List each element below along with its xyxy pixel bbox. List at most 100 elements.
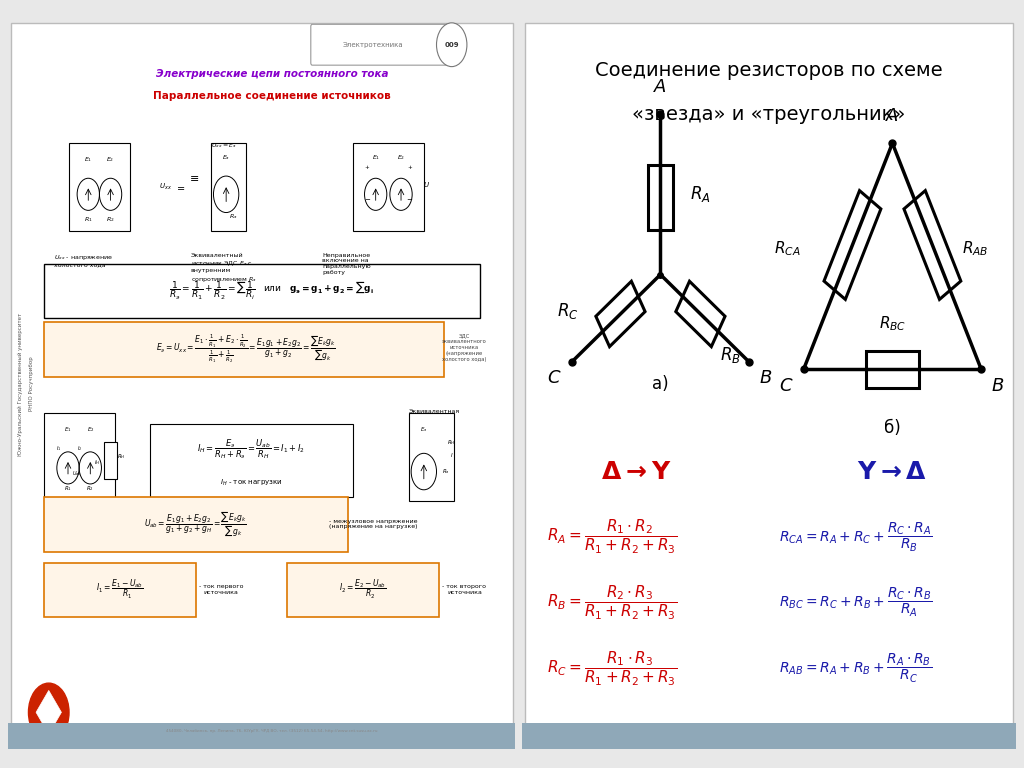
- Text: $B$: $B$: [991, 377, 1005, 395]
- Text: «звезда» и «треугольник»: «звезда» и «треугольник»: [633, 104, 905, 124]
- FancyBboxPatch shape: [524, 23, 1014, 745]
- Text: Южно-Уральский Государственный университет: Южно-Уральский Государственный университ…: [18, 313, 24, 455]
- Text: РНПО Росучприбор: РНПО Росучприбор: [29, 356, 34, 412]
- Text: $E_1$: $E_1$: [65, 425, 72, 435]
- Text: $E_э$: $E_э$: [222, 154, 230, 162]
- Polygon shape: [648, 165, 673, 230]
- Text: $R_A$: $R_A$: [690, 184, 711, 204]
- Text: $R_B = \dfrac{R_2 \cdot R_3}{R_1 + R_2 + R_3}$: $R_B = \dfrac{R_2 \cdot R_3}{R_1 + R_2 +…: [547, 584, 677, 622]
- Text: 454080, Челябинск, пр. Ленина, 76, ЮУрГУ, ЧРД ВО, тел. (3512) 65-54-54, http://w: 454080, Челябинск, пр. Ленина, 76, ЮУрГУ…: [166, 729, 378, 733]
- Polygon shape: [36, 690, 61, 734]
- Text: $R_э$: $R_э$: [229, 212, 238, 220]
- Text: Неправильное
включение на
параллельную
работу: Неправильное включение на параллельную р…: [323, 253, 371, 275]
- Text: $A$: $A$: [653, 78, 668, 96]
- FancyBboxPatch shape: [10, 23, 513, 745]
- Text: б): б): [884, 419, 901, 437]
- Text: $\dfrac{1}{R_э}=\dfrac{1}{R_1}+\dfrac{1}{R_2}=\sum\dfrac{1}{R_i}$   или   $\math: $\dfrac{1}{R_э}=\dfrac{1}{R_1}+\dfrac{1}…: [169, 280, 374, 302]
- Text: $R_2$: $R_2$: [106, 215, 115, 224]
- Bar: [522, 723, 1016, 749]
- Text: $R_A = \dfrac{R_1 \cdot R_2}{R_1 + R_2 + R_3}$: $R_A = \dfrac{R_1 \cdot R_2}{R_1 + R_2 +…: [547, 518, 677, 556]
- Text: 009: 009: [444, 41, 459, 48]
- Bar: [8, 723, 515, 749]
- Text: $E_1$: $E_1$: [372, 154, 380, 162]
- Text: $R_C = \dfrac{R_1 \cdot R_3}{R_1 + R_2 + R_3}$: $R_C = \dfrac{R_1 \cdot R_3}{R_1 + R_2 +…: [547, 650, 677, 687]
- Text: - межузловое напряжение
(напряжение на нагрузке): - межузловое напряжение (напряжение на н…: [329, 518, 418, 529]
- Text: $R_H$: $R_H$: [117, 452, 126, 462]
- Polygon shape: [596, 281, 645, 346]
- Text: $R_э$: $R_э$: [441, 467, 450, 476]
- Text: $E_1$: $E_1$: [84, 155, 92, 164]
- Text: +: +: [408, 165, 412, 170]
- Text: $I_H$: $I_H$: [93, 458, 100, 467]
- Text: $I_1 = \dfrac{E_1-U_{ab}}{R_1}$: $I_1 = \dfrac{E_1-U_{ab}}{R_1}$: [96, 578, 143, 601]
- Text: $A$: $A$: [886, 107, 899, 125]
- Text: $U_{ab} = \dfrac{E_1g_1+E_2g_2}{g_1+g_2+g_H} = \dfrac{\sum E_kg_k}{\sum g_k}$: $U_{ab} = \dfrac{E_1g_1+E_2g_2}{g_1+g_2+…: [144, 510, 247, 538]
- Text: $\mathbf{\Delta \rightarrow Y}$: $\mathbf{\Delta \rightarrow Y}$: [600, 459, 671, 484]
- Text: −: −: [365, 197, 370, 203]
- Polygon shape: [676, 281, 725, 346]
- Bar: [409, 413, 455, 501]
- Text: $R_C$: $R_C$: [557, 301, 579, 321]
- Bar: [69, 143, 130, 230]
- Bar: [44, 563, 196, 617]
- Text: $U_{xx}{=}E_э$: $U_{xx}{=}E_э$: [211, 141, 237, 150]
- Text: $R_{AB}$: $R_{AB}$: [962, 240, 988, 258]
- Circle shape: [436, 23, 467, 67]
- Polygon shape: [865, 351, 920, 388]
- Text: $R_2$: $R_2$: [86, 484, 94, 493]
- Bar: [44, 413, 115, 501]
- Text: Эквивалентный
источник ЭДС $E_э$ с
внутренним
сопротивлением $R_э$: Эквивалентный источник ЭДС $E_э$ с внутр…: [190, 253, 256, 283]
- Polygon shape: [824, 190, 881, 300]
- Text: $I_H = \dfrac{E_э}{R_H+R_э} = \dfrac{U_{ab}}{R_H} = I_1+I_2$: $I_H = \dfrac{E_э}{R_H+R_э} = \dfrac{U_{…: [198, 438, 305, 462]
- Text: $\equiv$: $\equiv$: [187, 174, 200, 184]
- Polygon shape: [904, 190, 961, 300]
- Text: ЭДС
эквивалентного
источника
(напряжение
холостого хода): ЭДС эквивалентного источника (напряжение…: [442, 333, 486, 362]
- Text: $R_{AB} = R_A + R_B + \dfrac{R_A \cdot R_B}{R_C}$: $R_{AB} = R_A + R_B + \dfrac{R_A \cdot R…: [779, 652, 932, 685]
- Text: $U_{ab}$: $U_{ab}$: [72, 469, 82, 478]
- Text: $C$: $C$: [547, 369, 562, 387]
- Text: $R_B$: $R_B$: [720, 345, 740, 365]
- Text: $R_{CA}$: $R_{CA}$: [774, 240, 801, 258]
- Text: $I_2$: $I_2$: [77, 444, 82, 452]
- Text: $R_1$: $R_1$: [65, 484, 72, 493]
- Bar: [44, 322, 444, 377]
- Text: $I$: $I$: [450, 451, 454, 459]
- Text: - ток первого
источника: - ток первого источника: [199, 584, 244, 595]
- Text: $U$: $U$: [423, 180, 430, 189]
- Circle shape: [29, 684, 69, 742]
- Text: а): а): [652, 375, 669, 393]
- Text: $R_1$: $R_1$: [84, 215, 92, 224]
- Text: $E_2$: $E_2$: [106, 155, 115, 164]
- Text: $C$: $C$: [779, 377, 794, 395]
- Bar: [104, 442, 117, 479]
- Bar: [151, 424, 353, 497]
- Text: $E_э = U_{xx} = \dfrac{E_1\cdot\frac{1}{R_1}+E_2\cdot\frac{1}{R_2}}{\frac{1}{R_1: $E_э = U_{xx} = \dfrac{E_1\cdot\frac{1}{…: [157, 333, 336, 366]
- Text: Соединение резисторов по схеме: Соединение резисторов по схеме: [595, 61, 943, 80]
- Text: $I_H$ - ток нагрузки: $I_H$ - ток нагрузки: [220, 478, 283, 488]
- Text: $=$: $=$: [175, 182, 186, 192]
- Text: $R_{BC} = R_C + R_B + \dfrac{R_C \cdot R_B}{R_A}$: $R_{BC} = R_C + R_B + \dfrac{R_C \cdot R…: [779, 586, 932, 620]
- Text: Эквивалентная: Эквивалентная: [409, 409, 460, 414]
- FancyBboxPatch shape: [311, 25, 456, 65]
- Text: +: +: [365, 165, 370, 170]
- Text: Электрические цепи постоянного тока: Электрические цепи постоянного тока: [156, 69, 388, 79]
- Text: $\mathbf{Y \rightarrow \Delta}$: $\mathbf{Y \rightarrow \Delta}$: [857, 459, 928, 484]
- Text: $I_2 = \dfrac{E_2-U_{ab}}{R_2}$: $I_2 = \dfrac{E_2-U_{ab}}{R_2}$: [339, 578, 387, 601]
- Bar: [211, 143, 247, 230]
- Text: $E_2$: $E_2$: [87, 425, 94, 435]
- Bar: [44, 497, 348, 551]
- Bar: [287, 563, 439, 617]
- Text: Электротехника: Электротехника: [343, 41, 403, 48]
- Text: $U_{xx}$: $U_{xx}$: [159, 182, 172, 192]
- Text: $I_1$: $I_1$: [56, 444, 61, 452]
- Text: Параллельное соединение источников: Параллельное соединение источников: [153, 91, 390, 101]
- Text: $R_H$: $R_H$: [446, 438, 456, 447]
- Text: −: −: [407, 197, 413, 203]
- Bar: [44, 263, 479, 319]
- Text: - ток второго
источника: - ток второго источника: [442, 584, 486, 595]
- Text: $B$: $B$: [759, 369, 772, 387]
- Text: $R_{BC}$: $R_{BC}$: [879, 314, 906, 333]
- Text: $R_{CA} = R_A + R_C + \dfrac{R_C \cdot R_A}{R_B}$: $R_{CA} = R_A + R_C + \dfrac{R_C \cdot R…: [779, 521, 932, 554]
- Text: $E_э$: $E_э$: [420, 425, 428, 435]
- Text: $U_{xx}$ - напряжение
холостого хода: $U_{xx}$ - напряжение холостого хода: [54, 253, 113, 267]
